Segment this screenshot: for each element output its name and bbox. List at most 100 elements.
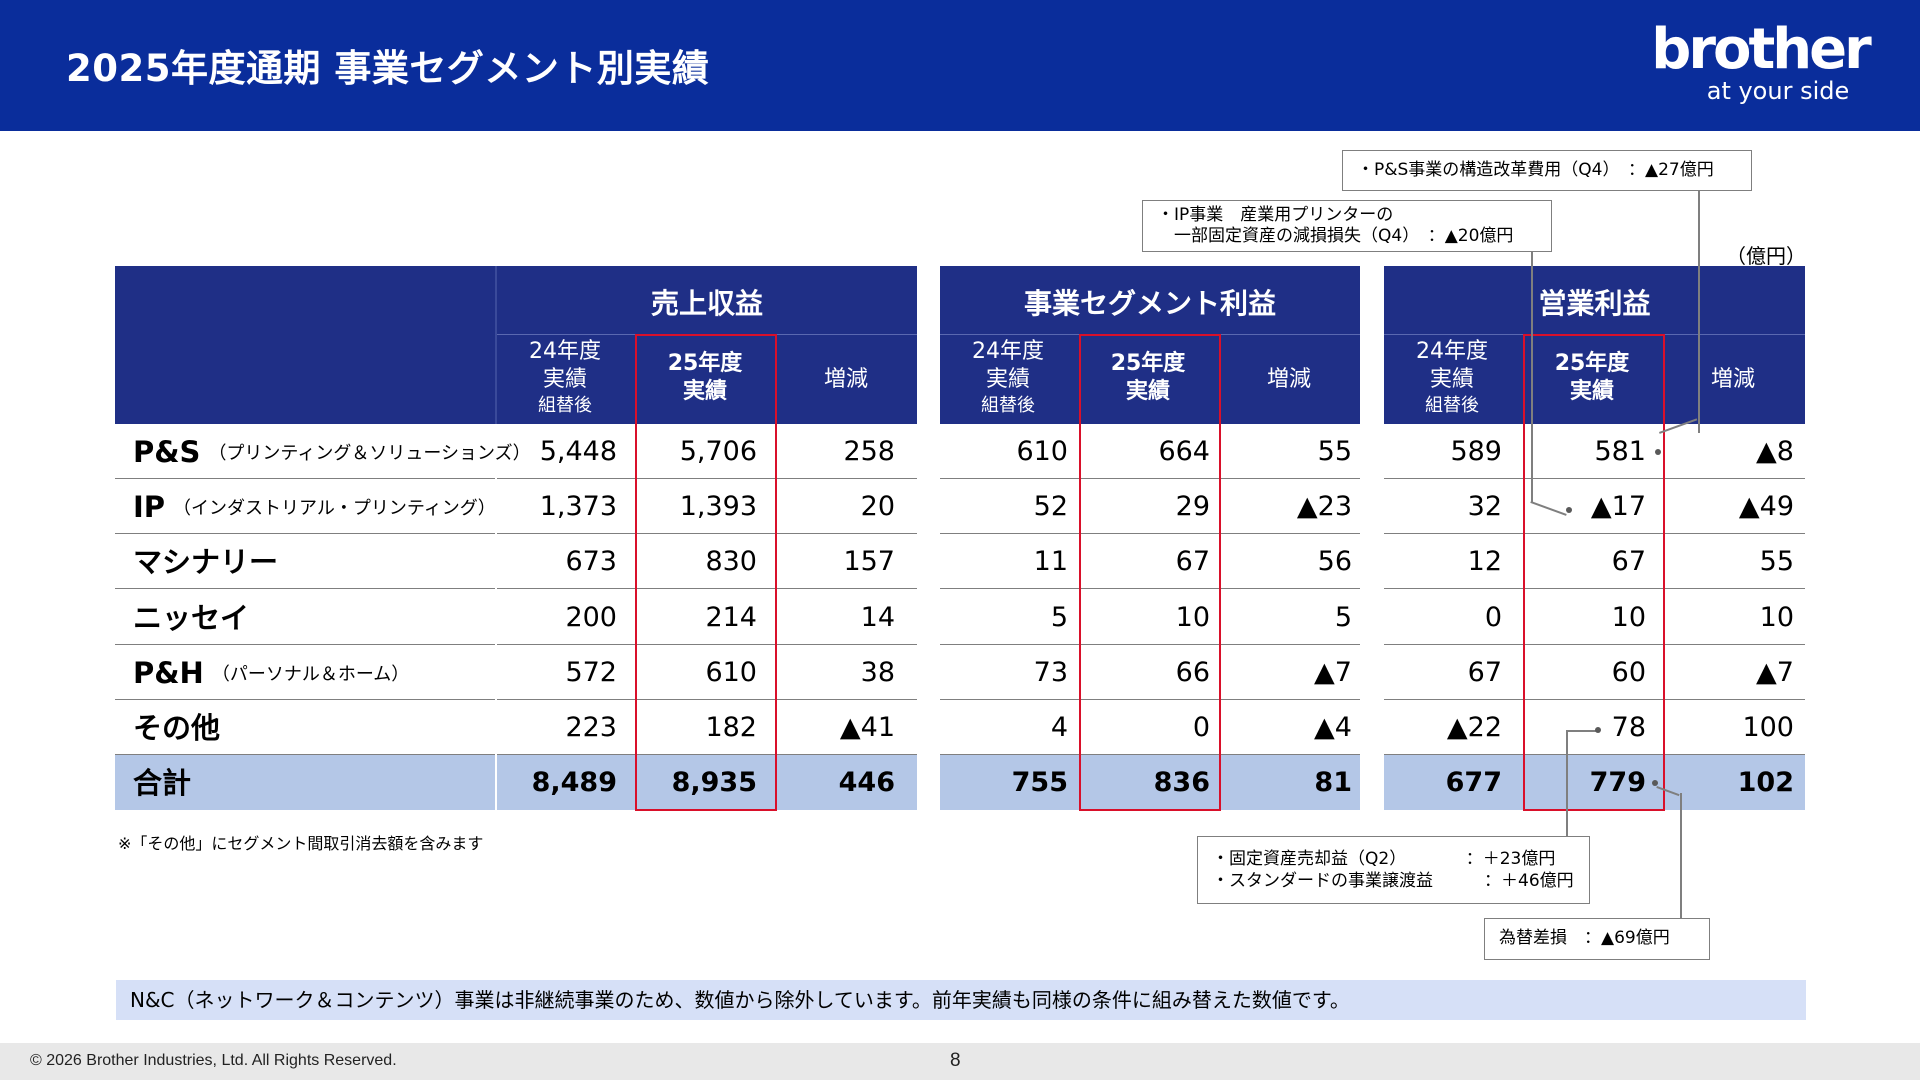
leader-line — [1680, 793, 1682, 918]
segment-subtitle: （パーソナル＆ホーム） — [211, 663, 410, 685]
table-row: 223 182 ▲41 — [497, 700, 917, 755]
page-number: 8 — [950, 1050, 961, 1071]
operating-profit-curr-cell: 581 — [1594, 436, 1646, 467]
revenue-prev-cell: 1,373 — [539, 491, 617, 523]
segment-label: その他 — [133, 700, 220, 755]
total-row-label: 合計 — [115, 755, 495, 811]
header-bar: 2025年度通期 事業セグメント別実績 brother at your side — [0, 0, 1920, 131]
table-row-label: P&S （プリンティング＆ソリューションズ） — [115, 424, 531, 479]
leader-dot — [1566, 507, 1572, 513]
revenue-prev-cell: 223 — [565, 712, 617, 743]
segment-subtitle: （インダストリアル・プリンティング） — [173, 498, 496, 520]
callout-other-line2: ・スタンダードの事業譲渡益 ：＋46億円 — [1212, 871, 1574, 891]
operating-profit-curr-cell: 10 — [1611, 601, 1646, 633]
segment-profit-curr-cell: 66 — [1175, 656, 1210, 688]
table-row: 67 60 ▲7 — [1384, 645, 1805, 700]
col-diff-header: 増減 — [1710, 367, 1755, 392]
table-row: 5 10 5 — [940, 590, 1360, 645]
callout-fx-loss: 為替差損 ：▲69億円 — [1484, 918, 1710, 960]
operating-profit-diff-cell: 100 — [1742, 712, 1794, 743]
segment-profit-curr-cell: 0 — [1192, 712, 1210, 743]
footnote: ※「その他」にセグメント間取引消去額を含みます — [118, 834, 484, 853]
table-row-label: マシナリー — [115, 534, 495, 590]
col-prev-header: 24年度 実績 組替後 — [1392, 338, 1512, 418]
revenue-diff-cell: 446 — [838, 767, 895, 799]
revenue-curr-cell: 5,706 — [679, 436, 757, 467]
segment-profit-diff-cell: 56 — [1317, 546, 1352, 578]
segment-name: ニッセイ — [133, 600, 250, 635]
operating-profit-curr-cell: 60 — [1611, 656, 1646, 688]
segment-profit-curr-cell: 664 — [1158, 436, 1210, 467]
operating-profit-prev-cell: 0 — [1484, 601, 1502, 633]
col-prev-header: 24年度 実績 組替後 — [948, 338, 1068, 418]
operating-profit-prev-cell: 12 — [1467, 546, 1502, 578]
revenue-prev-cell: 673 — [565, 546, 617, 578]
table-row: 52 29 ▲23 — [940, 479, 1360, 535]
table-row-label: IP （インダストリアル・プリンティング） — [115, 479, 496, 535]
revenue-curr-cell: 214 — [705, 601, 757, 633]
col-diff-header: 増減 — [823, 367, 868, 392]
leader-line — [1698, 191, 1700, 433]
segment-name: P&H — [133, 655, 204, 690]
operating-profit-prev-cell: 589 — [1450, 436, 1502, 467]
table-row: 32 ▲17 ▲49 — [1384, 479, 1805, 535]
col-prev-note: 組替後 — [981, 395, 1035, 416]
revenue-prev-cell: 5,448 — [539, 436, 617, 467]
revenue-diff-cell: 38 — [860, 656, 895, 688]
table-row: 12 67 55 — [1384, 534, 1805, 590]
table-row-label: P&H （パーソナル＆ホーム） — [115, 645, 495, 700]
col-diff-header: 増減 — [1266, 367, 1311, 392]
segment-profit-curr-cell: 67 — [1175, 546, 1210, 578]
segment-name: P&S — [133, 435, 201, 469]
table-row: ▲22 78 100 — [1384, 700, 1805, 755]
page-title: 2025年度通期 事業セグメント別実績 — [66, 47, 710, 90]
operating-profit-title: 営業利益 — [1538, 287, 1651, 320]
label-column-header — [115, 266, 495, 424]
operating-profit-prev-cell: ▲22 — [1446, 712, 1502, 743]
leader-dot — [1652, 780, 1658, 786]
callout-ps-restructuring: ・P&S事業の構造改革費用（Q4） ：▲27億円 — [1342, 150, 1752, 191]
table-row: 589 581 ▲8 — [1384, 424, 1805, 479]
operating-profit-diff-cell: ▲8 — [1756, 436, 1794, 467]
callout-other-gains: ・固定資産売却益（Q2） ：＋23億円 ・スタンダードの事業譲渡益 ：＋46億円 — [1197, 836, 1590, 904]
segment-label: 合計 — [133, 755, 191, 810]
operating-profit-header — [1384, 266, 1805, 424]
segment-name: IP — [133, 490, 166, 525]
col-curr-header: 25年度 実績 — [1554, 351, 1630, 404]
segment-profit-prev-cell: 4 — [1050, 712, 1068, 743]
segment-profit-diff-cell: 55 — [1317, 436, 1352, 467]
segment-profit-diff-cell: ▲7 — [1314, 656, 1352, 688]
segment-profit-curr-cell: 29 — [1175, 491, 1210, 523]
table-row: 572 610 38 — [497, 645, 917, 700]
header-divider — [495, 266, 497, 424]
total-row: 8,489 8,935 446 — [497, 755, 917, 811]
leader-dot — [1595, 727, 1601, 733]
col-curr-header: 25年度 実績 — [667, 351, 743, 404]
operating-profit-diff-cell: ▲49 — [1738, 491, 1794, 523]
leader-dot — [1655, 449, 1661, 455]
operating-profit-prev-cell: 677 — [1445, 767, 1502, 799]
segment-profit-prev-cell: 11 — [1033, 546, 1068, 578]
operating-profit-prev-cell: 32 — [1467, 491, 1502, 523]
revenue-prev-cell: 8,489 — [531, 767, 617, 799]
operating-profit-diff-cell: 102 — [1737, 767, 1794, 799]
revenue-diff-cell: 157 — [843, 546, 895, 578]
revenue-header — [497, 266, 917, 424]
operating-profit-diff-cell: 10 — [1759, 601, 1794, 633]
nc-exclusion-banner: N&C（ネットワーク＆コンテンツ）事業は非継続事業のため、数値から除外しています… — [116, 980, 1806, 1020]
segment-profit-diff-cell: 81 — [1314, 767, 1352, 799]
callout-fx-text: 為替差損 ：▲69億円 — [1499, 928, 1670, 948]
revenue-curr-cell: 1,393 — [679, 491, 757, 523]
segment-name: その他 — [133, 711, 221, 745]
segment-label: マシナリー — [133, 534, 278, 589]
table-row: 200 214 14 — [497, 590, 917, 645]
table-row: 0 10 10 — [1384, 590, 1805, 645]
table-row-label: ニッセイ — [115, 590, 495, 645]
footer-bar: © 2026 Brother Industries, Ltd. All Righ… — [0, 1043, 1920, 1080]
leader-line — [1566, 730, 1568, 836]
segment-profit-prev-cell: 73 — [1033, 656, 1068, 688]
segment-profit-prev-cell: 52 — [1033, 491, 1068, 523]
revenue-diff-cell: 14 — [860, 601, 895, 633]
col-prev-label: 24年度 実績 — [529, 339, 601, 392]
segment-profit-prev-cell: 5 — [1050, 601, 1068, 633]
